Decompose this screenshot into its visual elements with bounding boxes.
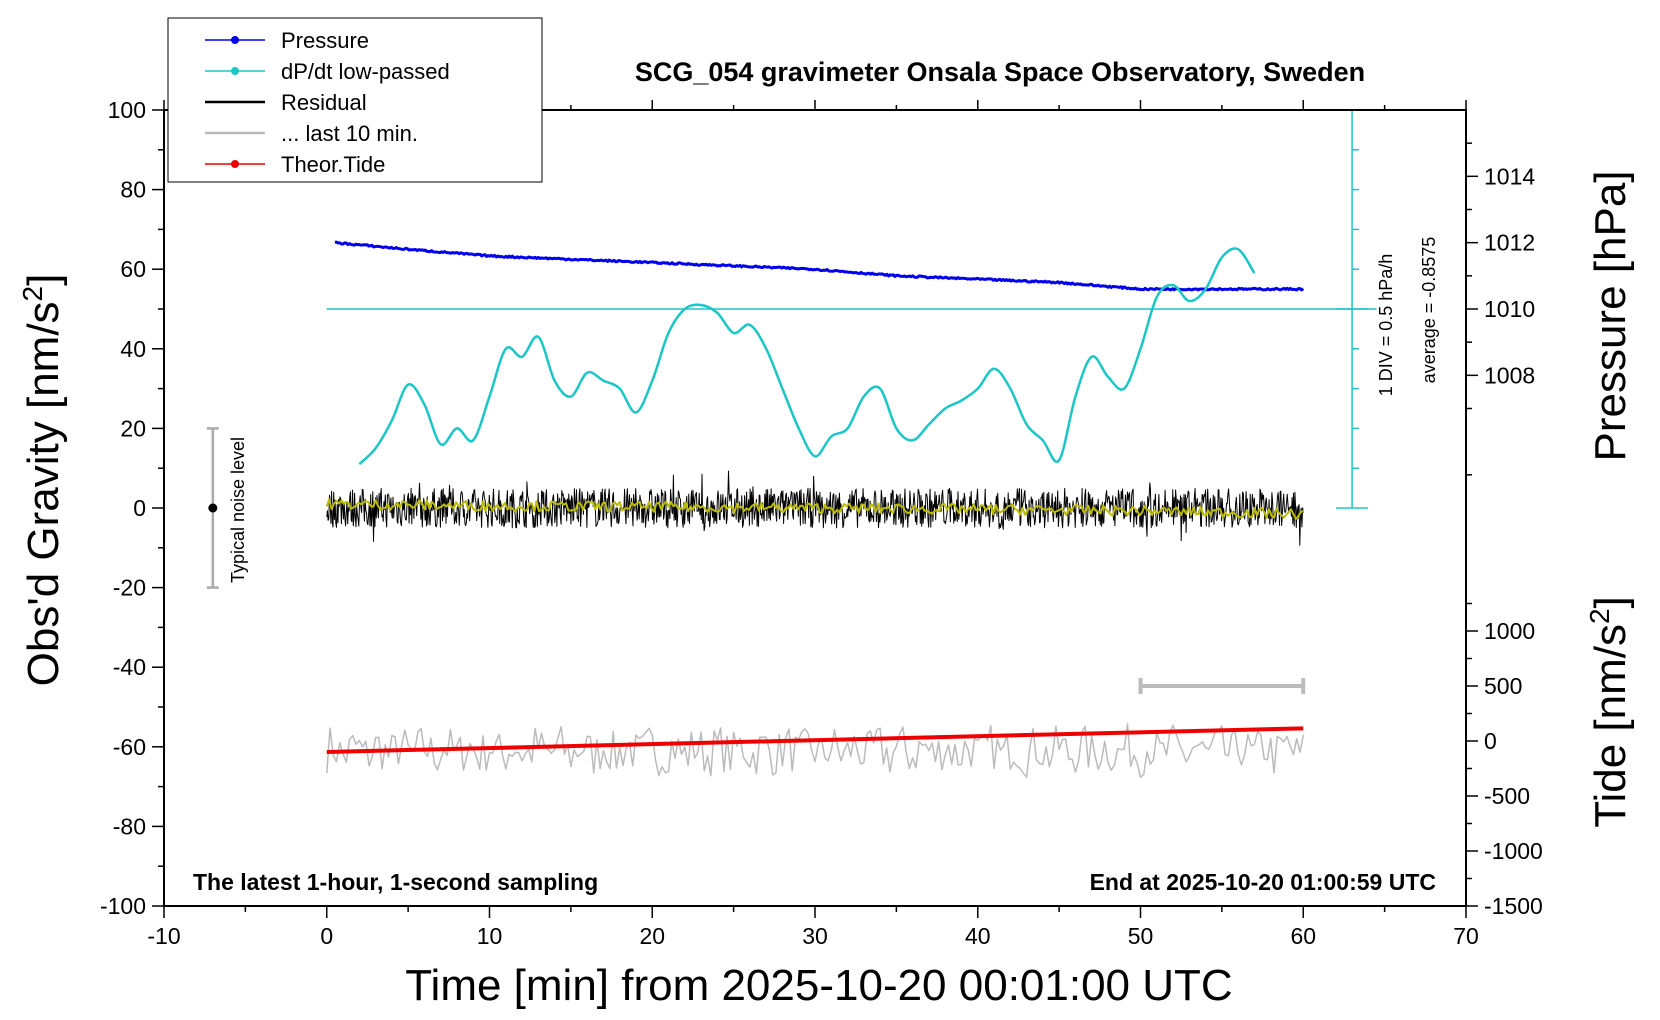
tide-axis-title-text: Tide [nm/s (1586, 624, 1635, 828)
x-tick-label: 0 (320, 923, 333, 949)
legend-marker (231, 160, 239, 168)
legend-box (167, 17, 543, 183)
x-tick-label: -10 (147, 923, 180, 949)
pressure-axis-title: Pressure [hPa] (1586, 170, 1635, 461)
tide-tick-label: -1000 (1484, 838, 1543, 864)
legend: Pressure dP/dt low-passed Residual ... last… (167, 17, 543, 183)
x-tick-label: 70 (1453, 923, 1479, 949)
x-tick-label: 60 (1290, 923, 1316, 949)
pressure-tick-label: 1014 (1484, 163, 1535, 189)
y-left-tick-label: 100 (108, 97, 146, 123)
legend-label: Pressure (281, 28, 369, 53)
x-tick-label: 10 (477, 923, 503, 949)
lowpass-residual-line (325, 498, 1304, 520)
y-left-tick-label: -40 (113, 654, 146, 680)
noise-level-label: Typical noise level (228, 437, 248, 583)
legend-marker (231, 36, 239, 44)
x-tick-label: 20 (639, 923, 665, 949)
plot-layer (206, 109, 1377, 779)
dpdt-series-line (358, 247, 1256, 466)
y-left-axis-title-superscript: 2 (17, 286, 48, 302)
pressure-tick-label: 1010 (1484, 296, 1535, 322)
chart-title: SCG_054 gravimeter Onsala Space Observat… (635, 57, 1365, 87)
bottom-left-note: The latest 1-hour, 1-second sampling (193, 869, 598, 895)
tide-tick-label: -1500 (1484, 893, 1543, 919)
tide-axis-title-superscript: 2 (1584, 608, 1615, 624)
tide-series-line (326, 726, 1304, 754)
y-left-tick-label: -100 (100, 893, 146, 919)
pressure-tick-label: 1008 (1484, 362, 1535, 388)
y-left-tick-label: 40 (120, 336, 146, 362)
x-axis-title: Time [min] from 2025-10-20 00:01:00 UTC (405, 961, 1232, 1010)
tide-tick-label: 500 (1484, 673, 1522, 699)
dpdt-average-label: average = -0.8575 (1419, 237, 1439, 384)
y-left-tick-label: -60 (113, 734, 146, 760)
y-left-tick-label: -20 (113, 575, 146, 601)
x-tick-label: 50 (1128, 923, 1154, 949)
bottom-right-note: End at 2025-10-20 01:00:59 UTC (1090, 869, 1436, 895)
y-left-tick-label: -80 (113, 813, 146, 839)
legend-label: dP/dt low-passed (281, 59, 450, 84)
tide-tick-label: -500 (1484, 783, 1530, 809)
legend-label: Residual (281, 90, 367, 115)
y-left-tick-label: 80 (120, 177, 146, 203)
legend-label: ... last 10 min. (281, 121, 418, 146)
y-left-tick-label: 60 (120, 256, 146, 282)
x-tick-label: 30 (802, 923, 828, 949)
y-left-axis-title: Obs'd Gravity [nm/s2] (17, 274, 68, 687)
pressure-tick-label: 1012 (1484, 230, 1535, 256)
noise-bar-center-dot (208, 503, 218, 513)
y-left-tick-label: 0 (133, 495, 146, 521)
residual-series-line (326, 470, 1304, 546)
tide-tick-label: 1000 (1484, 618, 1535, 644)
y-left-tick-label: 20 (120, 415, 146, 441)
dpdt-scale-label: 1 DIV = 0.5 hPa/h (1376, 254, 1396, 397)
tide-axis-title-close: ] (1586, 596, 1635, 608)
pressure-series-line (334, 240, 1305, 292)
legend-label: Theor.Tide (281, 152, 385, 177)
legend-marker (231, 67, 239, 75)
last10-series-line (326, 723, 1305, 779)
axes-layer: -10 0 10 20 30 40 50 60 70100806040200-20-40-60-… (100, 97, 1543, 949)
tide-axis-title: Tide [nm/s2] (1584, 596, 1635, 828)
y-left-axis-title-text: Obs'd Gravity [nm/s (19, 301, 68, 686)
tide-tick-label: 0 (1484, 728, 1497, 754)
y-left-axis-title-close: ] (19, 274, 68, 286)
x-tick-label: 40 (965, 923, 991, 949)
